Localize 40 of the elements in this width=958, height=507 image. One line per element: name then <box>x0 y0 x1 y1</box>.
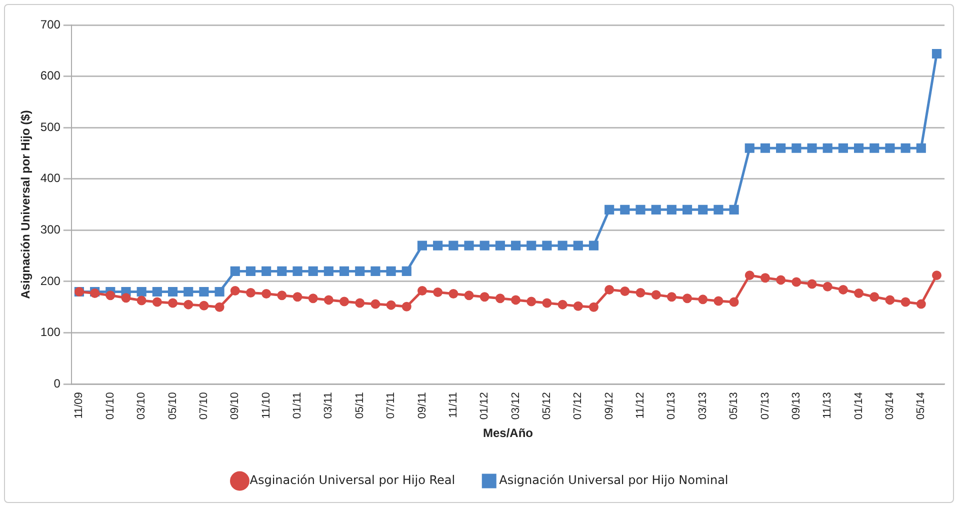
x-tick-label: 09/10 <box>229 392 242 420</box>
x-tick-label: 01/10 <box>104 392 116 420</box>
x-tick-label: 05/14 <box>915 392 928 420</box>
y-tick-label: 300 <box>40 222 61 236</box>
x-tick-label: 03/12 <box>510 392 522 420</box>
y-tick-label: 100 <box>40 325 61 340</box>
y-tick-label: 500 <box>40 120 61 134</box>
x-tick-label: 05/10 <box>166 392 179 420</box>
x-tick-label: 01/13 <box>666 392 678 420</box>
x-tick-label: 09/13 <box>790 392 802 420</box>
x-tick-label: 03/10 <box>136 392 148 420</box>
x-tick-label: 11/09 <box>73 392 86 419</box>
x-tick-label: 01/12 <box>478 392 491 420</box>
x-tick-label: 05/13 <box>728 392 740 420</box>
x-tick-label: 03/13 <box>696 392 709 420</box>
x-tick-label: 07/13 <box>759 392 772 420</box>
x-tick-label: 09/12 <box>603 392 616 420</box>
x-tick-label: 01/11 <box>292 392 304 419</box>
x-tick-label: 03/11 <box>322 392 335 419</box>
x-axis-title: Mes/Año <box>482 426 533 440</box>
x-tick-label: 11/12 <box>634 392 647 419</box>
x-tick-label: 07/12 <box>572 392 584 420</box>
x-tick-label: 07/10 <box>198 392 210 420</box>
y-tick-label: 400 <box>40 171 61 186</box>
x-tick-label: 03/14 <box>884 392 896 420</box>
x-tick-label: 11/11 <box>447 392 460 418</box>
x-tick-label: 09/11 <box>416 392 428 419</box>
y-tick-label: 600 <box>40 68 61 83</box>
y-tick-label: 700 <box>40 17 61 32</box>
y-tick-label: 0 <box>54 376 61 390</box>
legend-label: Asignación Universal por Hijo Nominal <box>499 473 728 488</box>
y-tick-label: 200 <box>40 274 61 288</box>
x-tick-label: 05/11 <box>354 392 366 419</box>
legend-label: Asginación Universal por Hijo Real <box>250 473 456 488</box>
y-axis-title: Asignación Universal por Hijo ($) <box>18 110 33 299</box>
x-tick-label: 11/10 <box>260 392 272 419</box>
x-tick-label: 11/13 <box>822 392 834 419</box>
x-tick-label: 01/14 <box>852 392 865 420</box>
x-tick-label: 07/11 <box>385 392 398 419</box>
x-tick-label: 05/12 <box>540 392 553 420</box>
